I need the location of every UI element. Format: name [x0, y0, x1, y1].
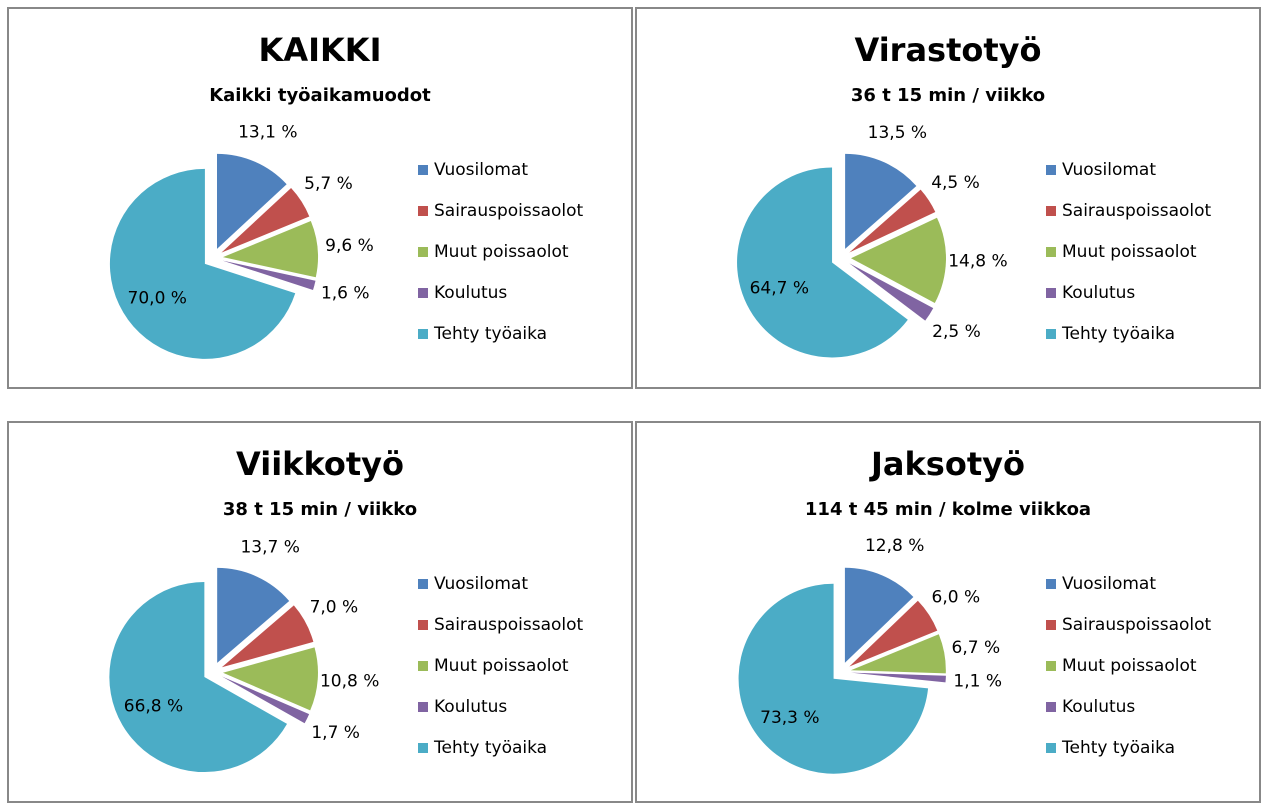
pie-slice: [849, 600, 938, 667]
pie-slice: [217, 153, 287, 249]
legend-swatch: [418, 702, 428, 712]
chart-panel: Jaksotyö 114 t 45 min / kolme viikkoa 12,8…: [635, 421, 1261, 803]
legend-swatch: [418, 579, 428, 589]
chart-title: Virastotyö: [854, 31, 1041, 69]
data-label: 13,5 %: [868, 123, 927, 143]
legend-entry: Tehty työaika: [1061, 738, 1175, 758]
pie-slice: [217, 567, 290, 663]
legend-swatch: [418, 206, 428, 216]
chart-subtitle: 114 t 45 min / kolme viikkoa: [805, 499, 1091, 520]
pie-slice: [850, 634, 946, 674]
pie-slice: [849, 189, 936, 253]
legend-swatch: [1046, 620, 1056, 630]
chart-title: Jaksotyö: [869, 445, 1025, 483]
chart-title: KAIKKI: [259, 31, 382, 69]
legend-entry: Vuosilomat: [1062, 160, 1156, 180]
pie-slice: [222, 260, 316, 290]
legend-swatch: [418, 165, 428, 175]
legend-entry: Koulutus: [434, 283, 507, 303]
pie-slice: [221, 188, 310, 253]
panel-border: [635, 7, 1261, 389]
data-label: 4,5 %: [931, 173, 980, 193]
chart-panel: Viikkotyö 38 t 15 min / viikko 13,7 % 7,0 %…: [7, 421, 633, 803]
legend-entry: Koulutus: [1062, 283, 1135, 303]
legend-swatch: [1046, 743, 1056, 753]
data-label: 7,0 %: [310, 598, 359, 618]
data-label: 1,6 %: [321, 284, 370, 304]
legend-swatch: [418, 247, 428, 257]
data-label: 14,8 %: [948, 251, 1007, 271]
legend-swatch: [418, 288, 428, 298]
legend-swatch: [1046, 661, 1056, 671]
legend-entry: Muut poissaolot: [434, 242, 569, 262]
panel-border: [635, 421, 1261, 803]
data-label: 73,3 %: [760, 708, 819, 728]
pie-slice: [850, 672, 946, 683]
data-label: 70,0 %: [128, 288, 187, 308]
pie-slice: [738, 583, 929, 774]
data-label: 66,8 %: [124, 697, 183, 717]
legend-swatch: [1046, 206, 1056, 216]
legend-swatch: [418, 661, 428, 671]
legend-entry: Muut poissaolot: [1062, 242, 1197, 262]
legend-entry: Muut poissaolot: [1062, 656, 1197, 676]
pie-slice: [222, 647, 318, 711]
legend-entry: Tehty työaika: [433, 738, 547, 758]
legend-entry: Vuosilomat: [434, 574, 528, 594]
data-label: 1,1 %: [953, 671, 1002, 691]
legend-entry: Muut poissaolot: [434, 656, 569, 676]
panel-border: [7, 421, 633, 803]
chart-subtitle: Kaikki työaikamuodot: [209, 85, 431, 106]
chart-subtitle: 36 t 15 min / viikko: [851, 85, 1045, 106]
data-label: 13,1 %: [238, 122, 297, 142]
data-label: 9,6 %: [325, 236, 374, 256]
legend-entry: Sairauspoissaolot: [434, 201, 584, 221]
chart-title: Viikkotyö: [236, 445, 404, 483]
legend-swatch: [1046, 288, 1056, 298]
legend-swatch: [1046, 247, 1056, 257]
legend-entry: Sairauspoissaolot: [1062, 615, 1212, 635]
legend-entry: Vuosilomat: [434, 160, 528, 180]
pie-slice: [221, 676, 310, 724]
legend-entry: Koulutus: [434, 697, 507, 717]
panel-border: [7, 7, 633, 389]
legend-swatch: [418, 329, 428, 339]
legend-swatch: [1046, 165, 1056, 175]
data-label: 6,0 %: [932, 587, 981, 607]
legend-swatch: [1046, 579, 1056, 589]
chart-panel: KAIKKI Kaikki työaikamuodot 13,1 % 5,7 % 9,6…: [7, 7, 633, 389]
legend-entry: Tehty työaika: [1061, 324, 1175, 344]
pie-slice: [849, 263, 934, 321]
legend-swatch: [418, 743, 428, 753]
pie-slice: [109, 168, 296, 359]
pie-slice: [737, 167, 908, 358]
legend-entry: Tehty työaika: [433, 324, 547, 344]
legend-swatch: [1046, 702, 1056, 712]
data-label: 64,7 %: [750, 279, 809, 299]
data-label: 13,7 %: [240, 537, 299, 557]
legend-swatch: [418, 620, 428, 630]
data-label: 10,8 %: [320, 671, 379, 691]
pie-slice: [844, 567, 914, 663]
pie-slice: [222, 221, 318, 278]
legend-entry: Sairauspoissaolot: [434, 615, 584, 635]
data-label: 2,5 %: [932, 322, 981, 342]
pie-slice: [221, 605, 314, 668]
legend-entry: Sairauspoissaolot: [1062, 201, 1212, 221]
pie-slice: [850, 217, 946, 303]
legend-swatch: [1046, 329, 1056, 339]
data-label: 6,7 %: [952, 638, 1001, 658]
legend-entry: Koulutus: [1062, 697, 1135, 717]
chart-subtitle: 38 t 15 min / viikko: [223, 499, 417, 520]
data-label: 12,8 %: [865, 536, 924, 556]
pie-slice: [845, 153, 917, 249]
pie-slice: [109, 582, 288, 773]
legend-entry: Vuosilomat: [1062, 574, 1156, 594]
data-label: 1,7 %: [311, 723, 360, 743]
data-label: 5,7 %: [304, 174, 353, 194]
chart-panel: Virastotyö 36 t 15 min / viikko 13,5 % 4,5 …: [635, 7, 1261, 389]
